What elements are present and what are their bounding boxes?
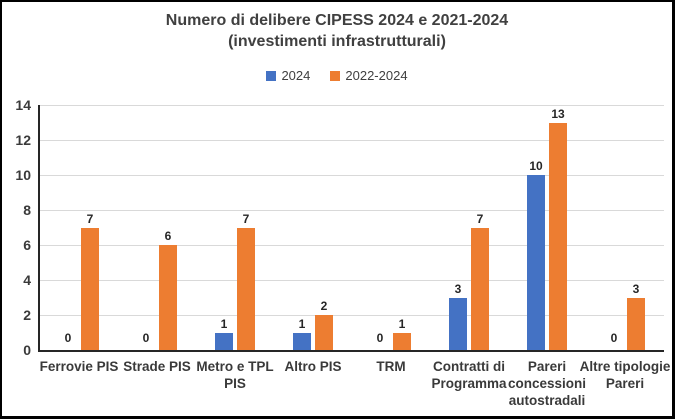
legend-label-2024: 2024 (281, 68, 311, 83)
y-axis-line (38, 105, 40, 352)
y-tick-label-14: 14 (15, 97, 31, 113)
chart-title-line2: (investimenti infrastrutturali) (228, 33, 446, 50)
legend-item-2022-2024: 2022-2024 (330, 68, 408, 83)
legend-label-2022-2024: 2022-2024 (345, 68, 408, 83)
bar-value-label-2022-2024-metro-e-tpl-pis: 7 (242, 211, 250, 226)
bar-2022-2024-contratti-di-programma (471, 227, 489, 350)
x-axis-label-contratti-di-programma: Contratti di Programma (431, 359, 507, 391)
gridline-2 (40, 315, 664, 316)
legend-swatch-2024-icon (266, 70, 277, 81)
x-axis-label-pareri-concessioni-autostradali: Pareri concessioni autostradali (507, 359, 587, 408)
bar-value-label-2022-2024-contratti-di-programma: 7 (476, 211, 484, 226)
bar-value-label-2022-2024-trm: 1 (398, 316, 406, 331)
gridline-10 (40, 175, 664, 176)
x-axis-line (38, 350, 664, 352)
y-tick-label-2: 2 (23, 307, 31, 323)
bar-value-label-2022-2024-altre-tipologie-pareri: 3 (632, 281, 640, 296)
legend-item-2024: 2024 (266, 68, 310, 83)
x-axis-label-altre-tipologie-pareri: Altre tipologie Pareri (579, 359, 671, 391)
chart-title-line1: Numero di delibere CIPESS 2024 e 2021-20… (165, 12, 509, 29)
gridline-4 (40, 280, 664, 281)
bar-2022-2024-ferrovie-pis (81, 227, 99, 350)
chart-title: Numero di delibere CIPESS 2024 e 2021-20… (2, 10, 672, 52)
bar-2022-2024-altre-tipologie-pareri (627, 297, 645, 350)
bar-2024-contratti-di-programma (449, 297, 467, 350)
x-axis-category-labels: Ferrovie PIS Strade PIS Metro e TPL PIS Alt… (2, 358, 672, 416)
y-tick-label-4: 4 (23, 272, 31, 288)
bar-value-label-2024-pareri-concessioni-autostradali: 10 (529, 159, 543, 173)
bar-value-label-2024-trm: 0 (376, 331, 384, 345)
y-tick-label-0: 0 (23, 342, 31, 358)
plot-area: 0 7 0 6 1 7 1 2 0 1 3 7 10 13 0 3 (38, 105, 664, 352)
y-tick-label-10: 10 (15, 167, 31, 183)
gridline-12 (40, 140, 664, 141)
y-tick-label-8: 8 (23, 202, 31, 218)
bar-2024-altro-pis (293, 332, 311, 350)
bar-2022-2024-metro-e-tpl-pis (237, 227, 255, 350)
legend-swatch-2022-2024-icon (330, 70, 341, 81)
y-tick-label-6: 6 (23, 237, 31, 253)
chart-legend: 2024 2022-2024 (2, 68, 672, 83)
bar-value-label-2024-contratti-di-programma: 3 (454, 281, 462, 296)
gridline-8 (40, 210, 664, 211)
y-tick-label-12: 12 (15, 132, 31, 148)
bar-value-label-2024-altro-pis: 1 (298, 316, 306, 331)
gridline-14 (40, 105, 664, 106)
bar-value-label-2024-strade-pis: 0 (142, 331, 150, 345)
x-axis-label-trm: TRM (376, 359, 406, 374)
bar-value-label-2022-2024-pareri-concessioni-autostradali: 13 (551, 106, 565, 121)
bar-2022-2024-strade-pis (159, 245, 177, 350)
bar-value-label-2024-ferrovie-pis: 0 (64, 331, 72, 345)
x-axis-label-metro-e-tpl-pis: Metro e TPL PIS (196, 359, 274, 391)
bar-2022-2024-altro-pis (315, 315, 333, 350)
bar-2024-pareri-concessioni-autostradali (527, 175, 545, 350)
x-axis-label-ferrovie-pis: Ferrovie PIS (39, 359, 119, 374)
bar-value-label-2024-altre-tipologie-pareri: 0 (610, 331, 618, 345)
x-axis-label-altro-pis: Altro PIS (284, 359, 342, 374)
bar-2022-2024-pareri-concessioni-autostradali (549, 122, 567, 350)
x-axis-label-strade-pis: Strade PIS (123, 359, 191, 374)
bar-2024-metro-e-tpl-pis (215, 332, 233, 350)
bar-value-label-2024-metro-e-tpl-pis: 1 (220, 316, 228, 331)
bar-value-label-2022-2024-altro-pis: 2 (320, 299, 328, 313)
bar-value-label-2022-2024-ferrovie-pis: 7 (86, 211, 94, 226)
bar-2022-2024-trm (393, 332, 411, 350)
bar-value-label-2022-2024-strade-pis: 6 (164, 229, 172, 243)
gridline-6 (40, 245, 664, 246)
